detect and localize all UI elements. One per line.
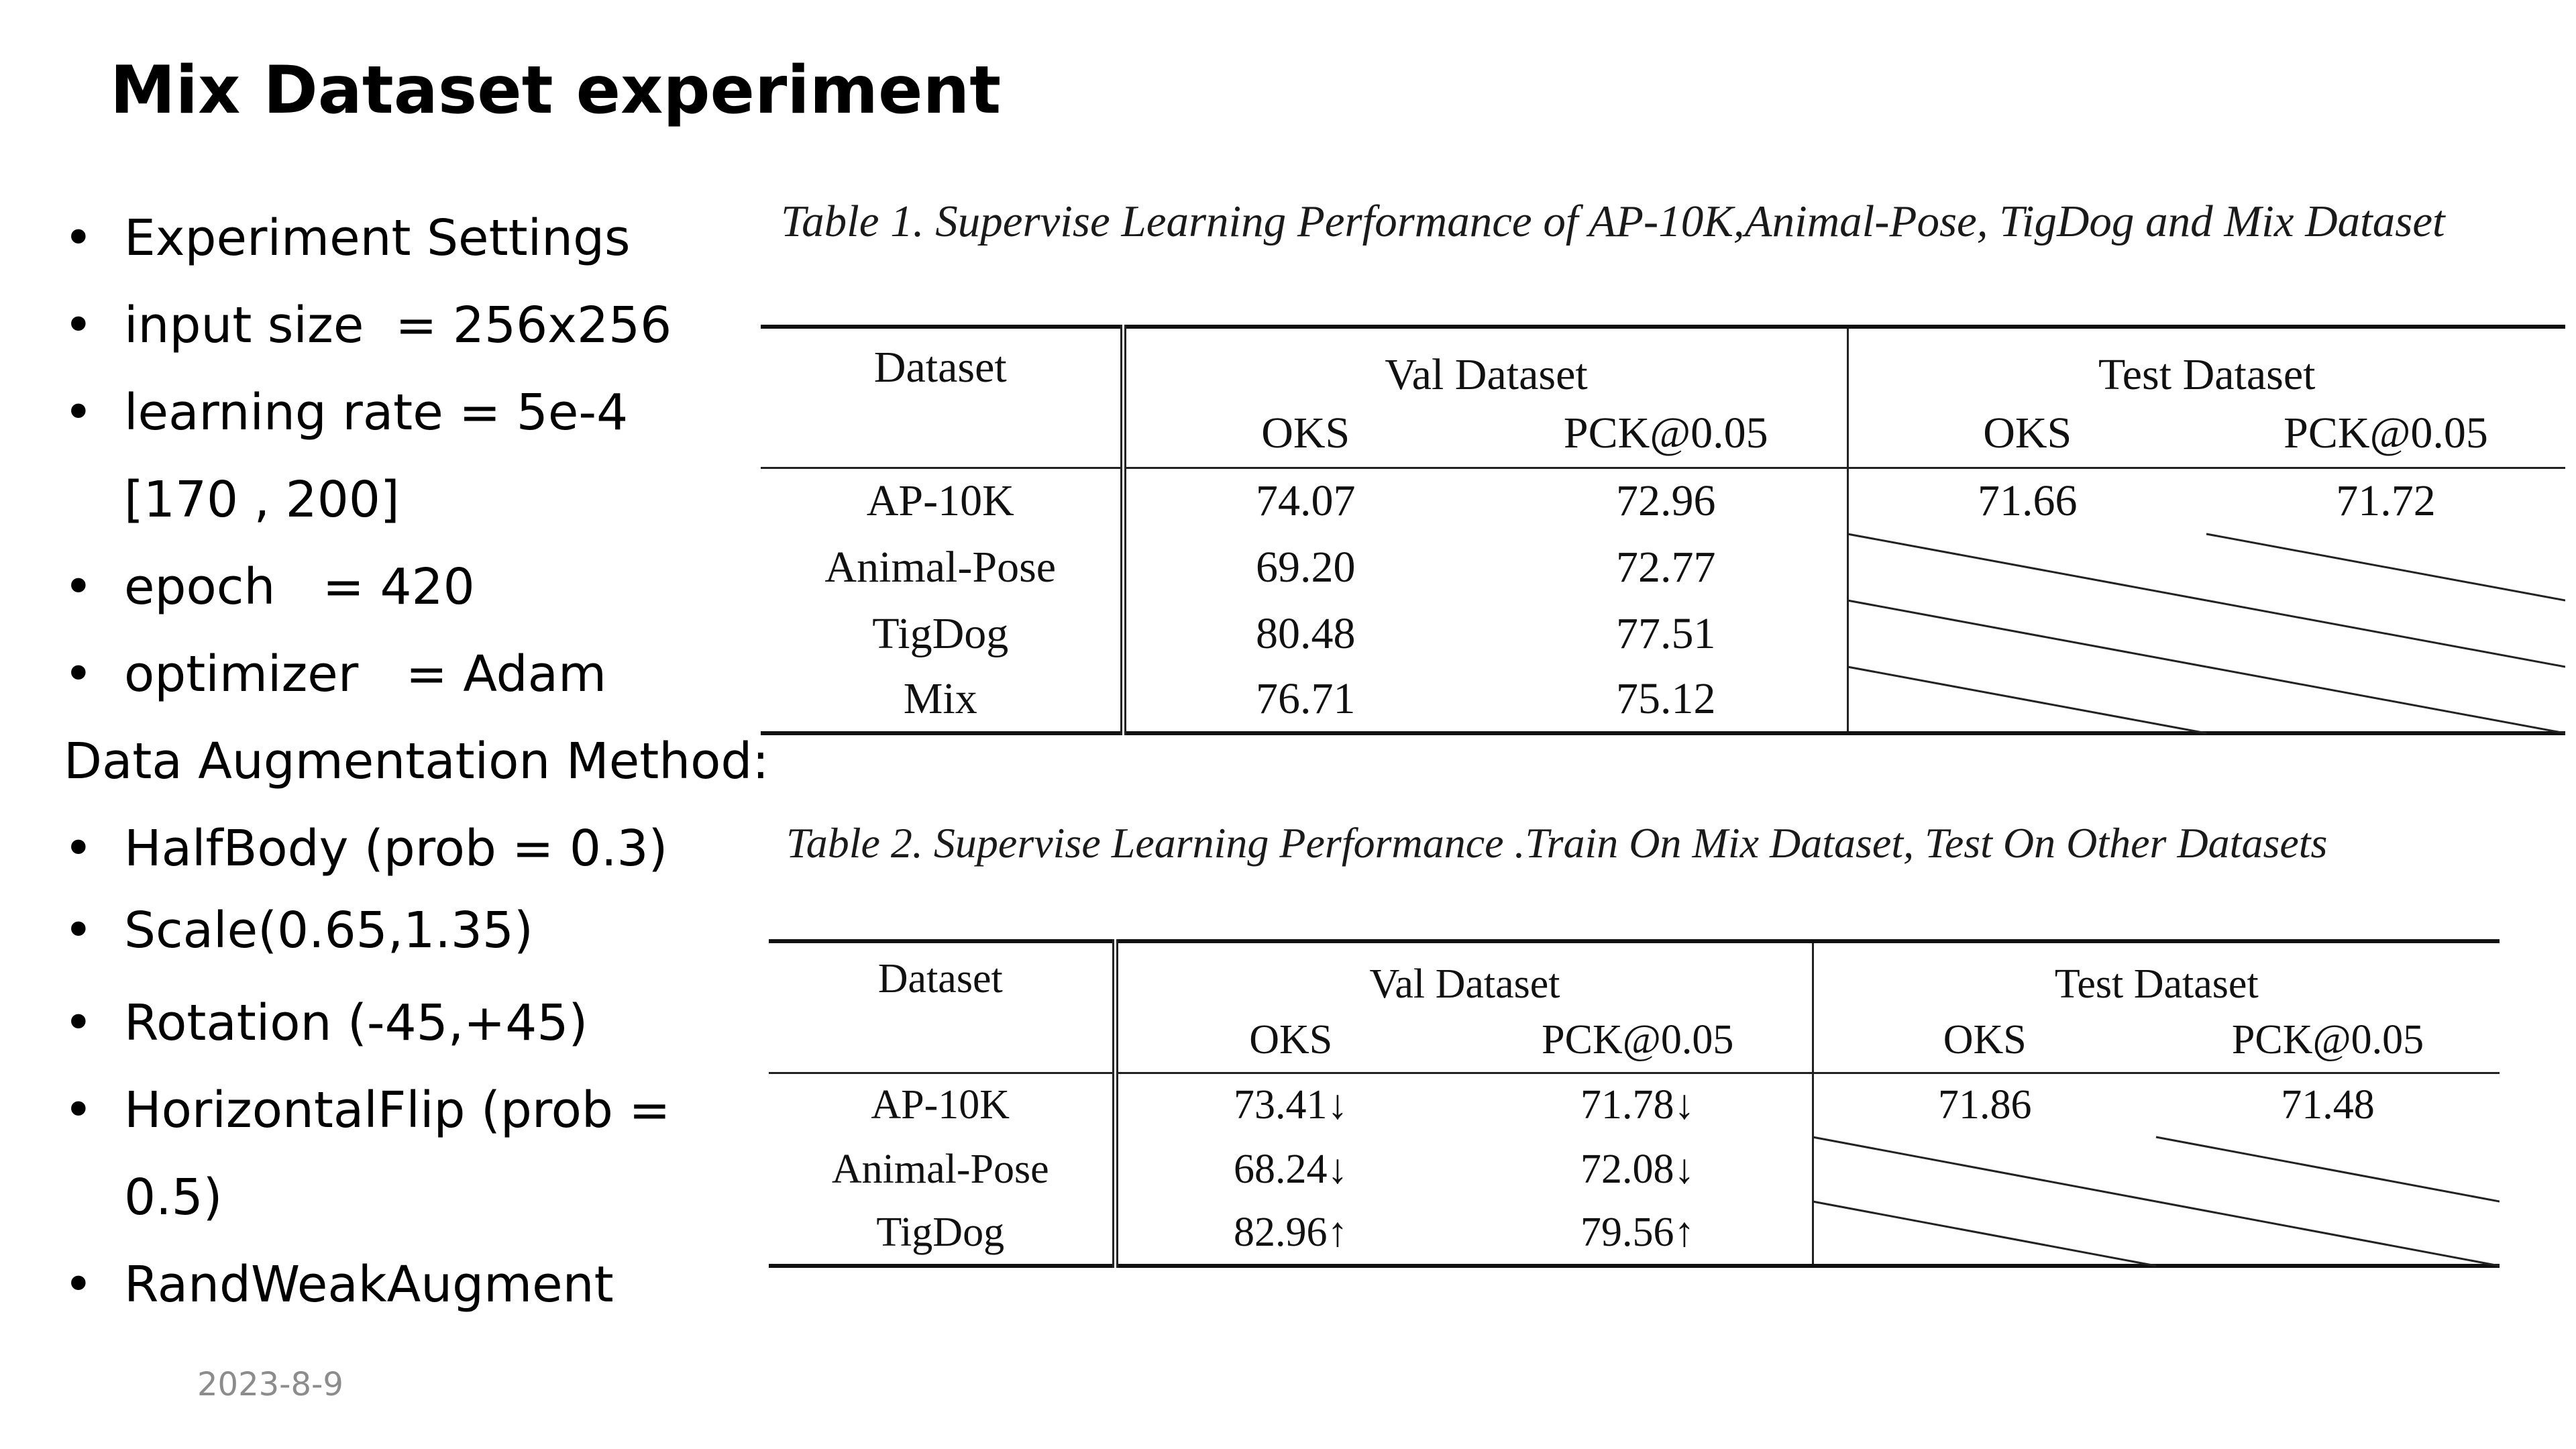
dataset-header: Dataset (769, 939, 1115, 1073)
settings-line-text: optimizer = Adam (124, 645, 607, 703)
val-dataset-header: Val Dataset (1120, 325, 1848, 400)
val-oks-cell: 74.07 (1120, 466, 1485, 534)
val-oks-cell: 69.20 (1120, 534, 1485, 600)
test-oks-cell (1846, 600, 2207, 667)
val-pck-cell: 71.78↓ (1464, 1071, 1813, 1137)
bullet-icon: • (64, 902, 93, 959)
dataset-name: TigDog (872, 608, 1009, 658)
table-row: Mix 76.71 75.12 (761, 667, 2566, 735)
table-row: TigDog 82.96↑ 79.56↑ (769, 1201, 2500, 1268)
val-pck-cell: 72.96 (1485, 466, 1848, 534)
val-pck-cell: 75.12 (1485, 667, 1848, 735)
test-oks-cell (1811, 1201, 2156, 1268)
bullet-icon: • (64, 209, 93, 267)
dataset-name: Mix (761, 667, 1123, 735)
metric-header: OKS (1846, 400, 2207, 468)
bullet-icon: • (64, 994, 93, 1052)
bullet-icon: • (64, 384, 93, 441)
slide-date: 2023-8-9 (197, 1366, 343, 1403)
metric-header: OKS (1811, 1008, 2156, 1073)
metric-header: PCK@0.05 (1563, 409, 1768, 458)
table-subheader-row: OKS PCK@0.05 OKS PCK@0.05 (769, 1008, 2500, 1073)
val-oks-cell: 82.96↑ (1112, 1201, 1464, 1268)
dataset-name: Animal-Pose (824, 542, 1057, 592)
metric-header: OKS (1120, 400, 1485, 468)
test-dataset-header: Test Dataset (1846, 325, 2566, 400)
bullet-icon: • (64, 1081, 93, 1139)
table-header-row: Dataset Val Dataset Test Dataset (761, 325, 2566, 468)
table-2: Dataset Val Dataset Test Dataset OKS PCK@0.0… (769, 939, 2500, 1268)
table-subheader-row: OKS PCK@0.05 OKS PCK@0.05 (761, 400, 2565, 468)
settings-line-text: 0.5) (124, 1169, 223, 1226)
table-1: Dataset Val Dataset Test Dataset OKS PCK@0.0… (761, 325, 2566, 735)
bullet-icon: • (64, 297, 93, 354)
bullet-icon: • (64, 1256, 93, 1313)
test-pck-cell (2156, 1137, 2500, 1201)
val-pck-cell: 77.51 (1616, 608, 1716, 658)
slide-title: Mix Dataset experiment (110, 52, 1002, 129)
settings-line-text: Experiment Settings (124, 209, 631, 267)
settings-line-text: [170 , 200] (124, 471, 400, 529)
val-oks-cell: 68.24↓ (1112, 1137, 1464, 1201)
table-1-caption: Table 1. Supervise Learning Performance … (781, 197, 2445, 246)
settings-line-text: learning rate = 5e-4 (124, 384, 629, 441)
bullet-icon: • (64, 558, 93, 616)
bullet-icon: • (64, 645, 93, 703)
settings-line-text: Rotation (-45,+45) (124, 994, 588, 1052)
test-pck-cell (2206, 534, 2565, 600)
dataset-header: Dataset (761, 325, 1123, 468)
table-row: Animal-Pose 68.24↓ 72.08↓ (769, 1137, 2500, 1201)
settings-line-text: HalfBody (prob = 0.3) (124, 820, 668, 877)
test-oks-cell (1846, 667, 2207, 735)
dataset-name: TigDog (769, 1201, 1115, 1268)
val-oks-cell: 80.48 (1120, 600, 1485, 667)
test-oks-cell: 71.86 (1811, 1071, 2156, 1137)
table-row: AP-10K 74.07 72.96 71.66 71.72 (761, 466, 2566, 534)
test-pck-cell: 71.48 (2156, 1071, 2500, 1137)
metric-header: PCK@0.05 (2231, 1016, 2424, 1063)
val-pck-cell: 79.56↑ (1464, 1201, 1813, 1268)
val-oks-cell: 76.71 (1120, 667, 1485, 735)
test-pck-cell (2206, 600, 2565, 667)
table-row: TigDog 80.48 77.51 (761, 600, 2565, 667)
table-row: AP-10K 73.41↓ 71.78↓ 71.86 71.48 (769, 1071, 2500, 1137)
metric-header: PCK@0.05 (1542, 1016, 1734, 1063)
test-oks-cell (1846, 534, 2207, 600)
val-dataset-header: Val Dataset (1112, 939, 1813, 1008)
test-pck-cell (2206, 667, 2566, 735)
settings-line-text: input size = 256x256 (124, 297, 672, 354)
val-oks-cell: 73.41↓ (1112, 1071, 1464, 1137)
settings-line-text: Data Augmentation Method: (64, 733, 769, 790)
table-row: Animal-Pose 69.20 72.77 (761, 534, 2565, 600)
table-2-caption: Table 2. Supervise Learning Performance … (786, 819, 2328, 867)
settings-line-text: epoch = 420 (124, 558, 475, 616)
test-pck-cell (2156, 1201, 2500, 1268)
test-dataset-header: Test Dataset (1811, 939, 2500, 1008)
val-pck-cell: 72.08↓ (1580, 1146, 1695, 1192)
dataset-name: AP-10K (761, 466, 1123, 534)
metric-header: PCK@0.05 (2284, 409, 2488, 458)
settings-line-text: Scale(0.65,1.35) (124, 902, 533, 959)
val-pck-cell: 72.77 (1616, 542, 1716, 592)
settings-line-text: RandWeakAugment (124, 1256, 614, 1313)
settings-line-text: HorizontalFlip (prob = (124, 1081, 671, 1139)
test-oks-cell (1811, 1137, 2156, 1201)
test-pck-cell: 71.72 (2206, 466, 2566, 534)
metric-header: OKS (1112, 1008, 1464, 1073)
table-header-row: Dataset Val Dataset Test Dataset (769, 939, 2500, 1073)
dataset-name: AP-10K (769, 1071, 1115, 1137)
dataset-name: Animal-Pose (831, 1146, 1049, 1192)
bullet-icon: • (64, 820, 93, 877)
test-oks-cell: 71.66 (1846, 466, 2207, 534)
